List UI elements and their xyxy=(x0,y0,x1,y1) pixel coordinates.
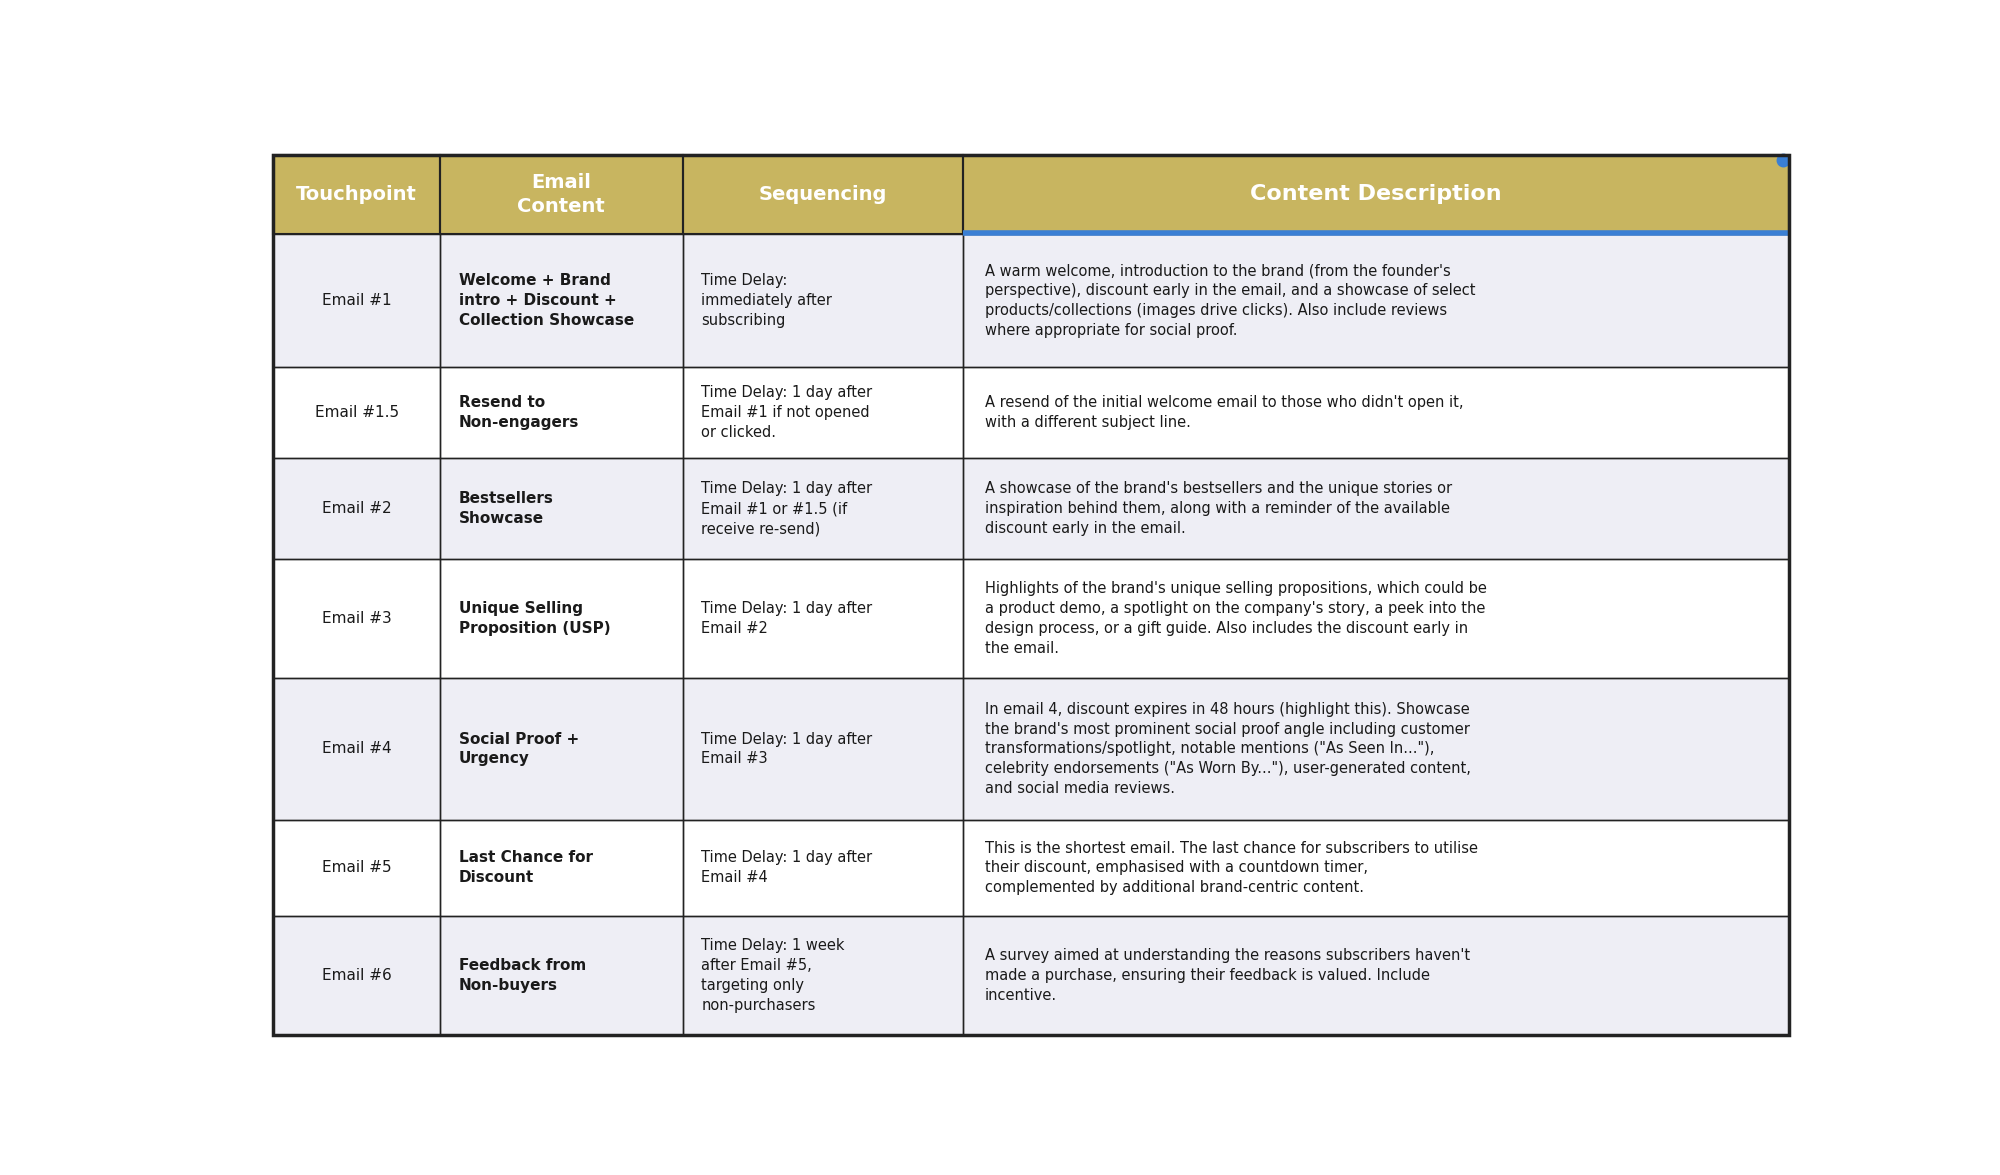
Text: Touchpoint: Touchpoint xyxy=(296,184,418,204)
Text: A resend of the initial welcome email to those who didn't open it,
with a differ: A resend of the initial welcome email to… xyxy=(984,395,1464,430)
Bar xyxy=(274,916,440,1035)
Bar xyxy=(962,820,1790,916)
Bar xyxy=(274,155,440,234)
Text: Time Delay: 1 day after
Email #2: Time Delay: 1 day after Email #2 xyxy=(702,602,872,636)
Bar xyxy=(962,155,1790,234)
Text: Bestsellers
Showcase: Bestsellers Showcase xyxy=(458,491,554,526)
Text: Email #1: Email #1 xyxy=(322,293,392,308)
Bar xyxy=(682,559,962,678)
Text: Email #5: Email #5 xyxy=(322,860,392,875)
Text: Time Delay:
immediately after
subscribing: Time Delay: immediately after subscribin… xyxy=(702,274,832,328)
Bar xyxy=(682,559,962,678)
Bar xyxy=(962,458,1790,559)
Text: Unique Selling
Proposition (USP): Unique Selling Proposition (USP) xyxy=(458,602,610,636)
Bar xyxy=(682,458,962,559)
Bar xyxy=(440,458,682,559)
Bar xyxy=(274,458,440,559)
Text: Email
Content: Email Content xyxy=(518,173,606,216)
Bar xyxy=(962,678,1790,820)
Text: This is the shortest email. The last chance for subscribers to utilise
their dis: This is the shortest email. The last cha… xyxy=(984,840,1478,895)
Bar xyxy=(440,234,682,367)
Bar xyxy=(682,820,962,916)
Bar xyxy=(962,458,1790,559)
Bar xyxy=(682,234,962,367)
Text: Time Delay: 1 day after
Email #3: Time Delay: 1 day after Email #3 xyxy=(702,732,872,766)
Bar xyxy=(682,678,962,820)
Text: Highlights of the brand's unique selling propositions, which could be
a product : Highlights of the brand's unique selling… xyxy=(984,582,1486,656)
Bar xyxy=(682,367,962,458)
Text: Last Chance for
Discount: Last Chance for Discount xyxy=(458,851,592,885)
Bar xyxy=(682,678,962,820)
Bar xyxy=(440,678,682,820)
Bar xyxy=(682,155,962,234)
Bar xyxy=(962,155,1790,234)
Bar xyxy=(440,367,682,458)
Bar xyxy=(440,367,682,458)
Text: Time Delay: 1 week
after Email #5,
targeting only
non-purchasers: Time Delay: 1 week after Email #5, targe… xyxy=(702,938,844,1013)
Bar xyxy=(440,559,682,678)
Text: Welcome + Brand
intro + Discount +
Collection Showcase: Welcome + Brand intro + Discount + Colle… xyxy=(458,274,634,328)
Bar xyxy=(682,155,962,234)
Bar xyxy=(274,155,440,234)
Bar xyxy=(440,458,682,559)
Bar xyxy=(440,155,682,234)
Bar xyxy=(682,234,962,367)
Text: A showcase of the brand's bestsellers and the unique stories or
inspiration behi: A showcase of the brand's bestsellers an… xyxy=(984,482,1452,536)
Text: Time Delay: 1 day after
Email #4: Time Delay: 1 day after Email #4 xyxy=(702,851,872,885)
Text: Resend to
Non-engagers: Resend to Non-engagers xyxy=(458,395,578,430)
Bar xyxy=(274,367,440,458)
Text: Email #4: Email #4 xyxy=(322,741,392,757)
Bar xyxy=(962,916,1790,1035)
Text: Time Delay: 1 day after
Email #1 if not opened
or clicked.: Time Delay: 1 day after Email #1 if not … xyxy=(702,385,872,439)
Bar xyxy=(274,234,440,367)
Bar xyxy=(274,678,440,820)
Bar xyxy=(962,234,1790,367)
Bar xyxy=(682,820,962,916)
Text: In email 4, discount expires in 48 hours (highlight this). Showcase
the brand's : In email 4, discount expires in 48 hours… xyxy=(984,701,1470,795)
Bar xyxy=(440,916,682,1035)
Text: Email #3: Email #3 xyxy=(322,611,392,626)
Bar xyxy=(440,678,682,820)
Text: A survey aimed at understanding the reasons subscribers haven't
made a purchase,: A survey aimed at understanding the reas… xyxy=(984,948,1470,1002)
Bar xyxy=(440,155,682,234)
Text: Content Description: Content Description xyxy=(1250,184,1502,204)
Bar xyxy=(962,559,1790,678)
Bar xyxy=(440,234,682,367)
Bar xyxy=(440,820,682,916)
Text: A warm welcome, introduction to the brand (from the founder's
perspective), disc: A warm welcome, introduction to the bran… xyxy=(984,263,1476,337)
Bar xyxy=(274,820,440,916)
Bar xyxy=(682,367,962,458)
Bar xyxy=(682,458,962,559)
Bar xyxy=(962,916,1790,1035)
Bar xyxy=(682,916,962,1035)
Bar xyxy=(962,367,1790,458)
Bar xyxy=(440,820,682,916)
Bar xyxy=(962,367,1790,458)
Bar xyxy=(274,559,440,678)
Bar xyxy=(962,559,1790,678)
Bar xyxy=(440,916,682,1035)
Bar xyxy=(962,820,1790,916)
Bar xyxy=(274,820,440,916)
Text: Sequencing: Sequencing xyxy=(758,184,886,204)
Bar xyxy=(274,559,440,678)
Text: Feedback from
Non-buyers: Feedback from Non-buyers xyxy=(458,958,586,993)
Text: Email #6: Email #6 xyxy=(322,968,392,983)
Text: Time Delay: 1 day after
Email #1 or #1.5 (if
receive re-send): Time Delay: 1 day after Email #1 or #1.5… xyxy=(702,482,872,536)
Text: Social Proof +
Urgency: Social Proof + Urgency xyxy=(458,732,578,766)
Bar xyxy=(682,916,962,1035)
Bar xyxy=(274,367,440,458)
Bar xyxy=(440,559,682,678)
Bar xyxy=(962,678,1790,820)
Bar xyxy=(274,458,440,559)
Text: Email #1.5: Email #1.5 xyxy=(314,405,398,421)
Bar xyxy=(274,916,440,1035)
Text: Email #2: Email #2 xyxy=(322,502,392,516)
Bar xyxy=(274,678,440,820)
Bar xyxy=(274,234,440,367)
Bar xyxy=(962,234,1790,367)
